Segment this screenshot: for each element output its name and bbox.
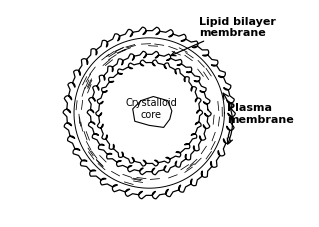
Polygon shape — [133, 97, 172, 128]
Text: Lipid bilayer
membrane: Lipid bilayer membrane — [171, 17, 276, 57]
Polygon shape — [63, 28, 235, 199]
Polygon shape — [74, 39, 224, 188]
Text: Crystalloid
core: Crystalloid core — [125, 98, 177, 119]
Text: Plasma
membrane: Plasma membrane — [227, 103, 294, 124]
Polygon shape — [96, 61, 203, 166]
Polygon shape — [87, 52, 211, 175]
